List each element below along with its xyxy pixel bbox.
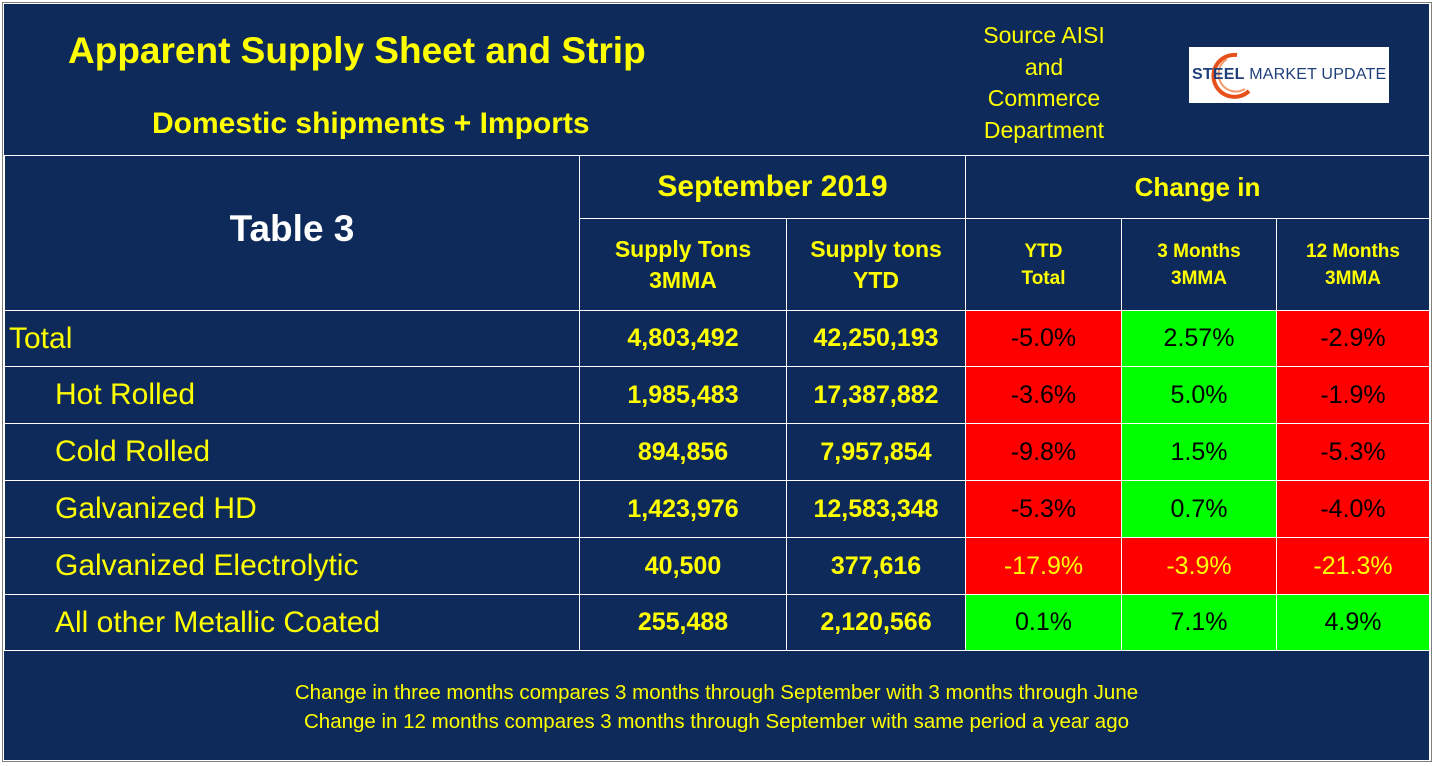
footnote-line: Change in three months compares 3 months… — [294, 681, 1139, 704]
cell-supply-ytd: 377,616 — [786, 537, 966, 595]
cell-supply-3mma: 40,500 — [579, 537, 787, 595]
cell-supply-ytd: 7,957,854 — [786, 423, 966, 481]
cell-change-ytd: -9.8% — [965, 423, 1122, 481]
logo-wordmark-rest: MARKET UPDATE — [1244, 66, 1387, 83]
cell-change-12m: -2.9% — [1276, 310, 1430, 367]
source-line: Commerce — [987, 85, 1101, 111]
row-label: Galvanized HD — [4, 480, 580, 538]
cell-change-ytd: -3.6% — [965, 366, 1122, 424]
cell-change-12m: -21.3% — [1276, 537, 1430, 595]
source-line: and — [1024, 53, 1064, 80]
column-header: YTD Total — [965, 218, 1122, 311]
cell-supply-3mma: 894,856 — [579, 423, 787, 481]
cell-supply-ytd: 17,387,882 — [786, 366, 966, 424]
footnote: Change in three months compares 3 months… — [4, 678, 1429, 736]
cell-supply-3mma: 1,985,483 — [579, 366, 787, 424]
column-header: Supply Tons 3MMA — [579, 218, 787, 311]
source-line: Department — [983, 116, 1105, 143]
page-subtitle: Domestic shipments + Imports — [152, 107, 590, 140]
cell-change-3m: -3.9% — [1121, 537, 1277, 595]
change-group-header: Change in — [965, 155, 1430, 219]
cell-change-3m: 0.7% — [1121, 480, 1277, 538]
cell-supply-3mma: 255,488 — [579, 594, 787, 651]
month-group-header: September 2019 — [579, 155, 966, 219]
page-title: Apparent Supply Sheet and Strip — [68, 30, 646, 71]
cell-change-12m: -1.9% — [1276, 366, 1430, 424]
cell-supply-ytd: 12,583,348 — [786, 480, 966, 538]
table-row: Hot Rolled 1,985,483 17,387,882 -3.6% 5.… — [4, 366, 1430, 424]
cell-change-ytd: -5.3% — [965, 480, 1122, 538]
logo-wordmark: STEEL MARKET UPDATE — [1192, 66, 1386, 84]
table-row: All other Metallic Coated 255,488 2,120,… — [4, 594, 1430, 651]
table-header-row: Table 3 September 2019 Change in — [4, 155, 1430, 311]
table-row: Cold Rolled 894,856 7,957,854 -9.8% 1.5%… — [4, 423, 1430, 481]
cell-change-ytd: 0.1% — [965, 594, 1122, 651]
row-label: All other Metallic Coated — [4, 594, 580, 651]
column-header: 3 Months 3MMA — [1121, 218, 1277, 311]
table-row: Total 4,803,492 42,250,193 -5.0% 2.57% -… — [4, 310, 1430, 367]
cell-supply-ytd: 42,250,193 — [786, 310, 966, 367]
cell-change-12m: -4.0% — [1276, 480, 1430, 538]
cell-supply-3mma: 1,423,976 — [579, 480, 787, 538]
cell-change-3m: 1.5% — [1121, 423, 1277, 481]
table-title: Table 3 — [4, 155, 580, 311]
row-label: Hot Rolled — [4, 366, 580, 424]
logo-arc-icon — [1211, 52, 1251, 99]
cell-supply-3mma: 4,803,492 — [579, 310, 787, 367]
column-header: Supply tons YTD — [786, 218, 966, 311]
row-label: Total — [4, 310, 580, 367]
cell-change-3m: 7.1% — [1121, 594, 1277, 651]
supply-table: Table 3 September 2019 Change in Supply … — [4, 155, 1430, 651]
cell-change-12m: -5.3% — [1276, 423, 1430, 481]
cell-change-3m: 5.0% — [1121, 366, 1277, 424]
footnote-line: Change in 12 months compares 3 months th… — [303, 710, 1130, 733]
table-row: Galvanized HD 1,423,976 12,583,348 -5.3%… — [4, 480, 1430, 538]
table-row: Galvanized Electrolytic 40,500 377,616 -… — [4, 537, 1430, 595]
row-label: Cold Rolled — [4, 423, 580, 481]
column-header: 12 Months 3MMA — [1276, 218, 1430, 311]
cell-change-ytd: -17.9% — [965, 537, 1122, 595]
row-label: Galvanized Electrolytic — [4, 537, 580, 595]
cell-change-ytd: -5.0% — [965, 310, 1122, 367]
table-subheader-row: Supply Tons 3MMA Supply tons YTD YTD Total … — [5, 218, 1430, 311]
cell-change-3m: 2.57% — [1121, 310, 1277, 367]
cell-change-12m: 4.9% — [1276, 594, 1430, 651]
cell-supply-ytd: 2,120,566 — [786, 594, 966, 651]
source-note: Source AISI and Commerce Department — [960, 20, 1128, 146]
steel-market-update-logo: STEEL MARKET UPDATE — [1189, 47, 1389, 103]
logo-wordmark-bold: STEEL — [1192, 66, 1245, 83]
source-line: Source AISI — [983, 22, 1105, 48]
